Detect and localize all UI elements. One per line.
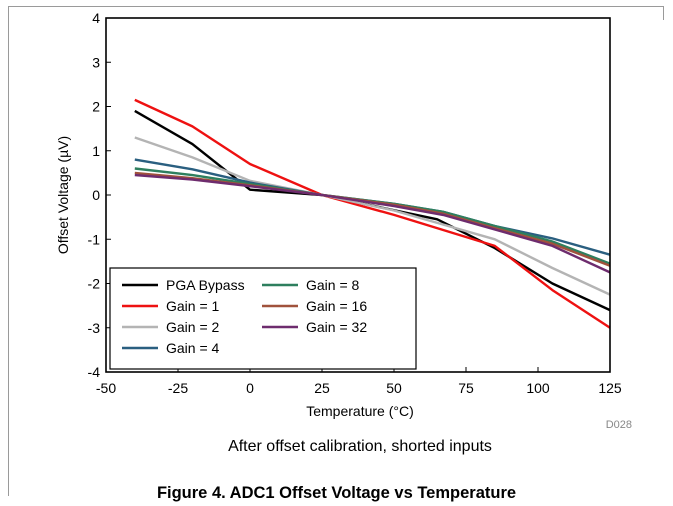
y-tick-label: 0 — [92, 187, 100, 203]
y-tick-label: -2 — [88, 276, 101, 292]
y-tick-label: 4 — [92, 10, 100, 26]
y-tick-label: -4 — [88, 364, 101, 380]
legend-entry-label: Gain = 2 — [166, 319, 220, 335]
figure-caption: Figure 4. ADC1 Offset Voltage vs Tempera… — [156, 484, 517, 502]
y-tick-label: 3 — [92, 54, 100, 70]
legend-entry-label: Gain = 8 — [306, 277, 360, 293]
series-line-gain-16 — [134, 171, 611, 267]
x-tick-label: 75 — [458, 380, 474, 396]
legend: PGA Bypass Gain = 1 Gain = 2 Gain = 4 Gain =… — [109, 267, 417, 370]
legend-entry-label: Gain = 4 — [166, 340, 220, 356]
legend-entry-label: PGA Bypass — [166, 277, 245, 293]
y-tick-label: -3 — [88, 320, 101, 336]
x-tick-labels: -50 -25 0 25 50 75 100 125 — [96, 380, 622, 396]
x-tick-label: -50 — [96, 380, 116, 396]
x-tick-label: 125 — [598, 380, 622, 396]
y-tick-label: 2 — [92, 99, 100, 115]
series-line-gain-8 — [134, 167, 611, 265]
figure-frame-right — [663, 6, 664, 20]
series-line-gain-1 — [134, 98, 611, 329]
figure-frame-left — [8, 6, 9, 496]
x-axis-label: Temperature (°C) — [306, 403, 414, 419]
x-tick-label: -25 — [168, 380, 188, 396]
legend-box — [109, 267, 417, 370]
legend-entry-label: Gain = 1 — [166, 298, 220, 314]
figure-id-tag: D028 — [606, 419, 632, 431]
legend-entry-label: Gain = 16 — [306, 298, 367, 314]
x-tick-label: 0 — [246, 380, 254, 396]
legend-entry-label: Gain = 32 — [306, 319, 367, 335]
y-tick-label: -1 — [88, 231, 101, 247]
series-line-gain-2 — [134, 136, 611, 296]
y-tick-labels: 4 3 2 1 0 -1 -2 -3 -4 — [88, 10, 101, 380]
series-line-gain-32 — [134, 173, 611, 274]
figure-frame-top — [8, 6, 663, 7]
offset-voltage-chart: -50 -25 0 25 50 75 100 125 4 3 2 1 0 -1 -2 -3 -4 Temper… — [55, 10, 632, 455]
x-tick-label: 100 — [526, 380, 550, 396]
x-tick-label: 25 — [314, 380, 330, 396]
x-tick-label: 50 — [386, 380, 402, 396]
y-tick-label: 1 — [92, 143, 100, 159]
plot-series-group — [134, 98, 611, 329]
y-axis-label: Offset Voltage (µV) — [55, 136, 71, 254]
chart-subtitle: After offset calibration, shorted inputs — [228, 438, 492, 455]
